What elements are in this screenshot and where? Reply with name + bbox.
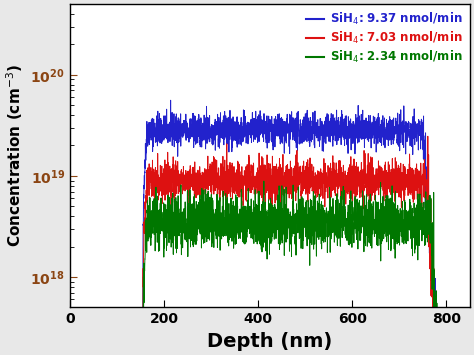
X-axis label: Depth (nm): Depth (nm) [207,332,332,351]
Legend: SiH$_4$: 9.37 nmol/min, SiH$_4$: 7.03 nmol/min, SiH$_4$: 2.34 nmol/min: SiH$_4$: 9.37 nmol/min, SiH$_4$: 7.03 nm… [302,6,467,70]
Y-axis label: Concentration (cm$^{-3}$): Concentration (cm$^{-3}$) [4,64,25,247]
